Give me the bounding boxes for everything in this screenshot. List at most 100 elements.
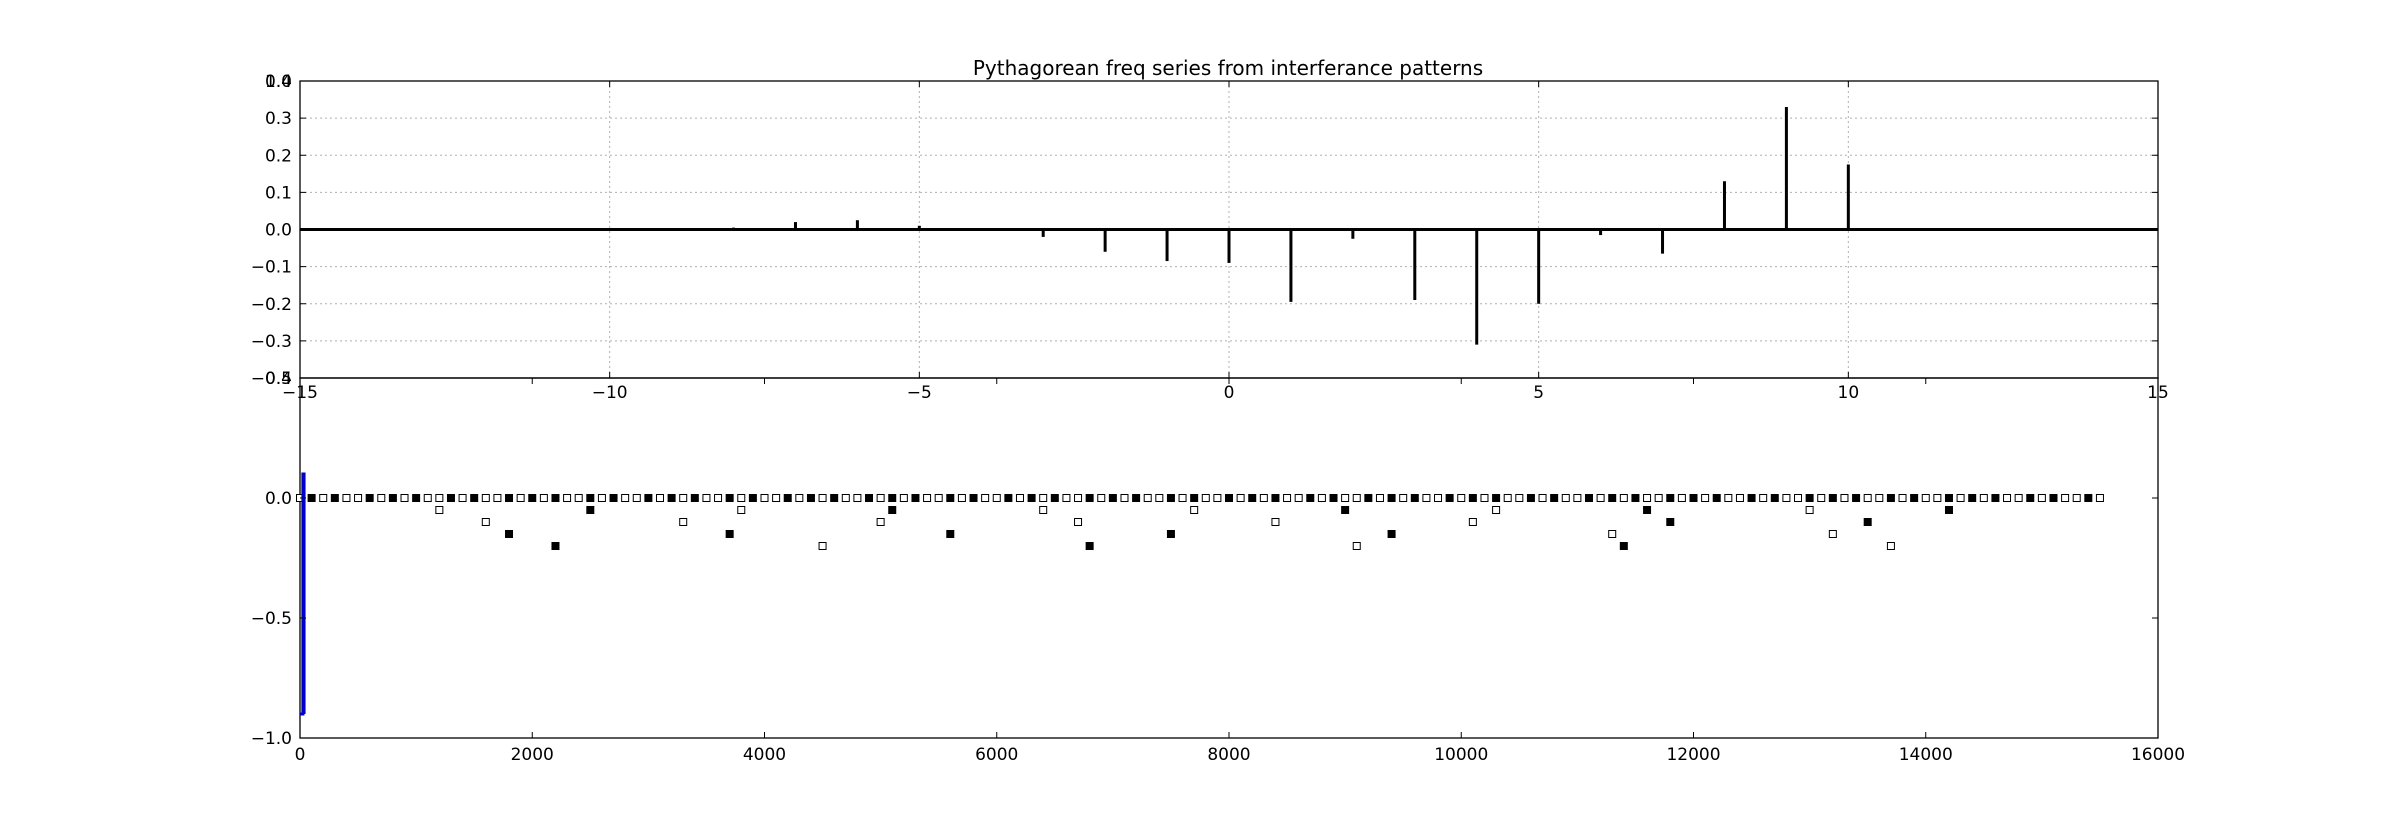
filled-square-marker xyxy=(1085,494,1094,502)
bottom-plot-frame xyxy=(299,377,2159,739)
open-square-marker xyxy=(1654,494,1663,502)
top-y-tick-label: 0.0 xyxy=(265,221,292,241)
filled-square-marker xyxy=(2026,494,2035,502)
open-square-marker xyxy=(1898,494,1907,502)
filled-square-marker xyxy=(1805,494,1814,502)
open-square-marker xyxy=(1724,494,1733,502)
filled-square-marker xyxy=(586,494,595,502)
filled-square-marker xyxy=(1410,494,1419,502)
filled-square-marker xyxy=(586,506,595,514)
open-square-marker xyxy=(621,494,630,502)
filled-square-marker xyxy=(1944,506,1953,514)
filled-square-marker xyxy=(806,494,815,502)
open-square-marker xyxy=(2014,494,2023,502)
top-y-tick-label: 0.1 xyxy=(265,183,292,203)
filled-square-marker xyxy=(1492,494,1501,502)
open-square-marker xyxy=(934,494,943,502)
filled-square-marker xyxy=(1526,494,1535,502)
open-square-marker xyxy=(737,506,746,514)
open-square-marker xyxy=(679,518,688,526)
filled-square-marker xyxy=(1910,494,1919,502)
filled-square-marker xyxy=(1225,494,1233,502)
open-square-marker xyxy=(760,494,769,502)
open-square-marker xyxy=(1921,494,1930,502)
filled-square-marker xyxy=(1468,494,1477,502)
open-square-marker xyxy=(1155,494,1164,502)
filled-square-marker xyxy=(1770,494,1779,502)
filled-square-marker xyxy=(1027,494,1036,502)
filled-square-marker xyxy=(830,494,839,502)
top-x-tick-label: −5 xyxy=(907,383,932,403)
filled-square-marker xyxy=(1643,506,1652,514)
top-x-tick-label: 5 xyxy=(1533,383,1544,403)
bottom-x-tick-label: 0 xyxy=(295,745,306,765)
open-square-marker xyxy=(1399,494,1408,502)
filled-square-marker xyxy=(1085,542,1094,550)
bottom-y-tick-label: −1.0 xyxy=(251,729,292,749)
open-square-marker xyxy=(1561,494,1570,502)
top-y-tick-label: −0.2 xyxy=(251,295,292,315)
open-square-marker xyxy=(1074,494,1083,502)
open-square-marker xyxy=(632,494,641,502)
bottom-x-tick-label: 12000 xyxy=(1666,745,1720,765)
filled-square-marker xyxy=(1991,494,2000,502)
top-y-tick-label: 0.3 xyxy=(265,109,292,129)
open-square-marker xyxy=(1422,494,1431,502)
open-square-marker xyxy=(458,494,467,502)
filled-square-marker xyxy=(1271,494,1280,502)
open-square-marker xyxy=(737,494,746,502)
filled-square-marker xyxy=(505,494,514,502)
open-square-marker xyxy=(574,494,583,502)
open-square-marker xyxy=(1143,494,1152,502)
top-y-tick-label: 0.4 xyxy=(265,72,292,92)
open-square-marker xyxy=(2037,494,2046,502)
bottom-y-tick-label: 0.5 xyxy=(265,369,292,389)
open-square-marker xyxy=(1434,494,1443,502)
open-square-marker xyxy=(1120,494,1129,502)
bottom-y-tick-label: 0.0 xyxy=(265,489,292,509)
filled-square-marker xyxy=(2049,494,2058,502)
open-square-marker xyxy=(1515,494,1524,502)
open-square-marker xyxy=(992,494,1001,502)
open-square-marker xyxy=(876,518,885,526)
filled-square-marker xyxy=(1050,494,1059,502)
open-square-marker xyxy=(1538,494,1547,502)
open-square-marker xyxy=(1375,494,1384,502)
open-square-marker xyxy=(1341,494,1350,502)
filled-square-marker xyxy=(1364,494,1373,502)
open-square-marker xyxy=(1039,506,1048,514)
bottom-x-tick-label: 6000 xyxy=(975,745,1018,765)
bottom-ticks: 0 2000 4000 6000 8000 10000 12000 14000 16000 −1.… xyxy=(251,369,2185,765)
bottom-x-tick-label: 8000 xyxy=(1207,745,1250,765)
open-square-marker xyxy=(1201,494,1210,502)
open-square-marker xyxy=(1352,542,1361,550)
filled-square-marker xyxy=(888,506,897,514)
open-square-marker xyxy=(435,494,444,502)
open-square-marker xyxy=(1236,494,1245,502)
filled-square-marker xyxy=(1689,494,1698,502)
open-square-marker xyxy=(423,494,432,502)
filled-square-marker xyxy=(412,494,421,502)
bottom-y-tick-label: −0.5 xyxy=(251,609,292,629)
filled-square-marker xyxy=(1132,494,1141,502)
filled-square-marker xyxy=(1166,530,1175,538)
filled-square-marker xyxy=(1108,494,1117,502)
bottom-x-tick-label: 16000 xyxy=(2131,745,2185,765)
filled-square-marker xyxy=(1747,494,1756,502)
open-square-marker xyxy=(1190,506,1199,514)
open-square-marker xyxy=(1062,494,1071,502)
filled-square-marker xyxy=(505,530,514,538)
open-square-marker xyxy=(1178,494,1187,502)
filled-square-marker xyxy=(470,494,479,502)
filled-square-marker xyxy=(1712,494,1721,502)
top-x-tick-label: −10 xyxy=(592,383,628,403)
open-square-marker xyxy=(435,506,444,514)
open-square-marker xyxy=(1677,494,1686,502)
filled-square-marker xyxy=(1619,542,1628,550)
filled-square-marker xyxy=(307,494,316,502)
open-square-marker xyxy=(853,494,862,502)
open-square-marker xyxy=(319,494,328,502)
filled-square-marker xyxy=(1828,494,1837,502)
open-square-marker xyxy=(818,542,827,550)
open-square-marker xyxy=(1294,494,1303,502)
